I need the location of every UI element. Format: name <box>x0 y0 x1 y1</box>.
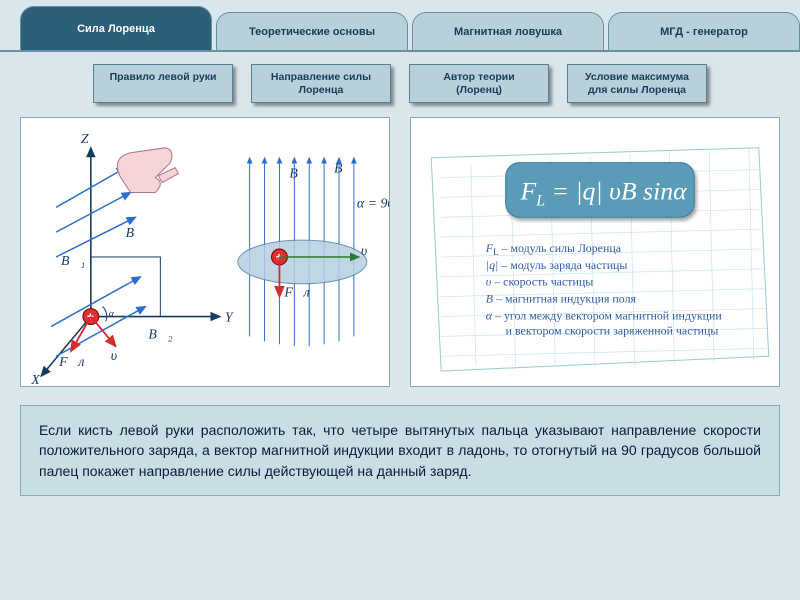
svg-text:B – магнитная индукция поля: B – магнитная индукция поля <box>486 292 637 306</box>
tab-lorentz-force[interactable]: Сила Лоренца <box>20 6 212 50</box>
btn-author-lorentz[interactable]: Автор теории(Лоренц) <box>409 64 549 103</box>
tab-bar: Сила Лоренца Теоретические основы Магнит… <box>0 0 800 50</box>
tab-magnetic-trap[interactable]: Магнитная ловушка <box>412 12 604 50</box>
svg-text:υ – скорость частицы: υ – скорость частицы <box>486 275 593 289</box>
svg-text:Y: Y <box>225 311 234 326</box>
tab-mhd-generator[interactable]: МГД - генератор <box>608 12 800 50</box>
svg-text:B⃗: B⃗ <box>334 162 353 177</box>
btn-max-condition[interactable]: Условие максимумадля силы Лоренца <box>567 64 707 103</box>
svg-text:F⃗л: F⃗л <box>58 355 84 370</box>
svg-text:α = 90°: α = 90° <box>357 197 389 212</box>
svg-text:υ⃗: υ⃗ <box>361 244 378 259</box>
diagram-left-hand: Z Y X B⃗₁ B⃗ B⃗₂ <box>20 117 390 387</box>
svg-text:|q| – модуль заряда частицы: |q| – модуль заряда частицы <box>486 258 628 272</box>
svg-text:B⃗: B⃗ <box>289 167 308 182</box>
svg-text:B⃗: B⃗ <box>126 226 145 241</box>
formula-panel: FL = |q| υB sinα FL – модуль силы Лоренц… <box>410 117 780 387</box>
svg-text:υ⃗: υ⃗ <box>111 349 128 364</box>
btn-force-direction[interactable]: Направление силыЛоренца <box>251 64 391 103</box>
svg-text:и вектором скорости заряженной: и вектором скорости заряженной частицы <box>506 324 719 338</box>
sub-button-row: Правило левой руки Направление силыЛорен… <box>20 64 780 103</box>
svg-text:α – угол между вектором маг: α – угол между вектором магнитной индукц… <box>486 309 723 323</box>
svg-text:FL – модуль силы Лоренца: FL – модуль силы Лоренца <box>485 241 622 257</box>
svg-text:F⃗л: F⃗л <box>283 286 309 301</box>
svg-text:B⃗₁: B⃗₁ <box>61 254 85 269</box>
rule-description: Если кисть левой руки расположить так, ч… <box>20 405 780 496</box>
svg-text:α: α <box>109 309 115 320</box>
svg-text:Z: Z <box>81 132 89 147</box>
content-area: Правило левой руки Направление силыЛорен… <box>0 50 800 600</box>
svg-text:FL = |q| υB sinα: FL = |q| υB sinα <box>520 177 688 210</box>
svg-text:B⃗₂: B⃗₂ <box>148 328 172 343</box>
svg-text:X: X <box>30 373 40 386</box>
btn-left-hand-rule[interactable]: Правило левой руки <box>93 64 233 103</box>
tab-theory[interactable]: Теоретические основы <box>216 12 408 50</box>
